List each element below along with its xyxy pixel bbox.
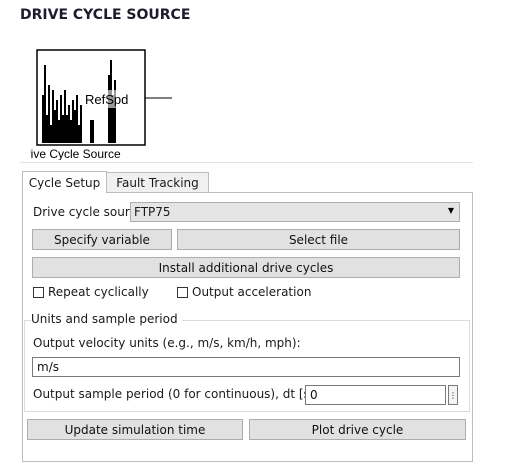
- spinner[interactable]: ⋮: [448, 385, 458, 405]
- block-icon: RefSpd Drive Cycle Source: [30, 49, 172, 160]
- label-backdrop: [83, 90, 137, 108]
- button[interactable]: Plot drive cycle: [249, 419, 466, 440]
- checkbox-label: Repeat cyclically: [48, 285, 149, 299]
- separator: [20, 162, 473, 163]
- group-box: [24, 320, 470, 412]
- button[interactable]: Select file: [177, 229, 460, 250]
- tab[interactable]: Fault Tracking: [106, 172, 209, 192]
- dropdown-arrow: ▼: [447, 206, 454, 215]
- group-top: [24, 320, 470, 321]
- button[interactable]: Update simulation time: [27, 419, 243, 440]
- dropdown-value: FTP75: [134, 205, 171, 219]
- checkbox-label: Output acceleration: [192, 285, 312, 299]
- button[interactable]: Specify variable: [32, 229, 172, 250]
- drive-cycle-graphic: [42, 60, 116, 143]
- text-input[interactable]: m/s: [32, 357, 460, 377]
- page: {"header": {"title": "DRIVE CYCLE SOURCE…: [20, 7, 473, 462]
- page-title: DRIVE CYCLE SOURCE: [20, 7, 191, 23]
- field-label: Drive cycle source:: [33, 205, 148, 219]
- field-label: Output sample period (0 for continuous),…: [33, 387, 319, 401]
- field-label: Output velocity units (e.g., m/s, km/h, …: [33, 336, 301, 350]
- group-title: Units and sample period: [31, 312, 182, 326]
- block-name: Drive Cycle Source: [30, 147, 121, 160]
- dropdown[interactable]: FTP75 ▼: [130, 202, 460, 222]
- tab-active[interactable]: Cycle Setup: [22, 171, 107, 193]
- checkbox[interactable]: [177, 287, 188, 298]
- text-input[interactable]: 0: [305, 385, 446, 405]
- button[interactable]: Install additional drive cycles: [32, 257, 460, 278]
- checkbox[interactable]: [33, 287, 44, 298]
- port-label: RefSpd: [85, 92, 128, 107]
